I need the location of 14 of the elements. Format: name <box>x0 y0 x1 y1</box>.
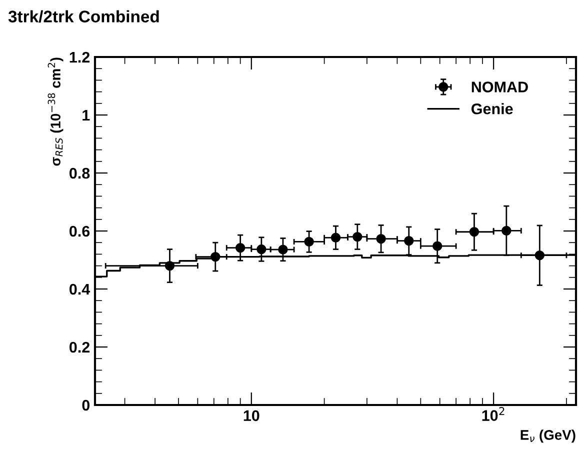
legend-label: NOMAD <box>472 82 528 92</box>
y-tick-label: 1.2 <box>70 52 90 63</box>
y-tick-label: 0.6 <box>70 226 90 237</box>
y-axis-title: σ$_{RES}$ (10$^{−38}$ cm$^{2}$) <box>48 58 64 166</box>
y-tick-label: 0.2 <box>70 342 90 353</box>
y-tick-label: 0 <box>82 400 90 411</box>
y-tick-label: 0.4 <box>70 284 90 295</box>
x-axis-title: E$_{ν}$ (GeV) <box>520 430 576 443</box>
y-tick-label: 0.8 <box>70 168 90 179</box>
chart-title: 3trk/2trk Combined <box>8 10 159 23</box>
x-tick-label: 10$^{2}$ <box>482 407 504 421</box>
legend-label: Genie <box>472 103 513 114</box>
x-tick-label: 10 <box>244 410 260 422</box>
y-tick-label: 1 <box>82 110 90 121</box>
